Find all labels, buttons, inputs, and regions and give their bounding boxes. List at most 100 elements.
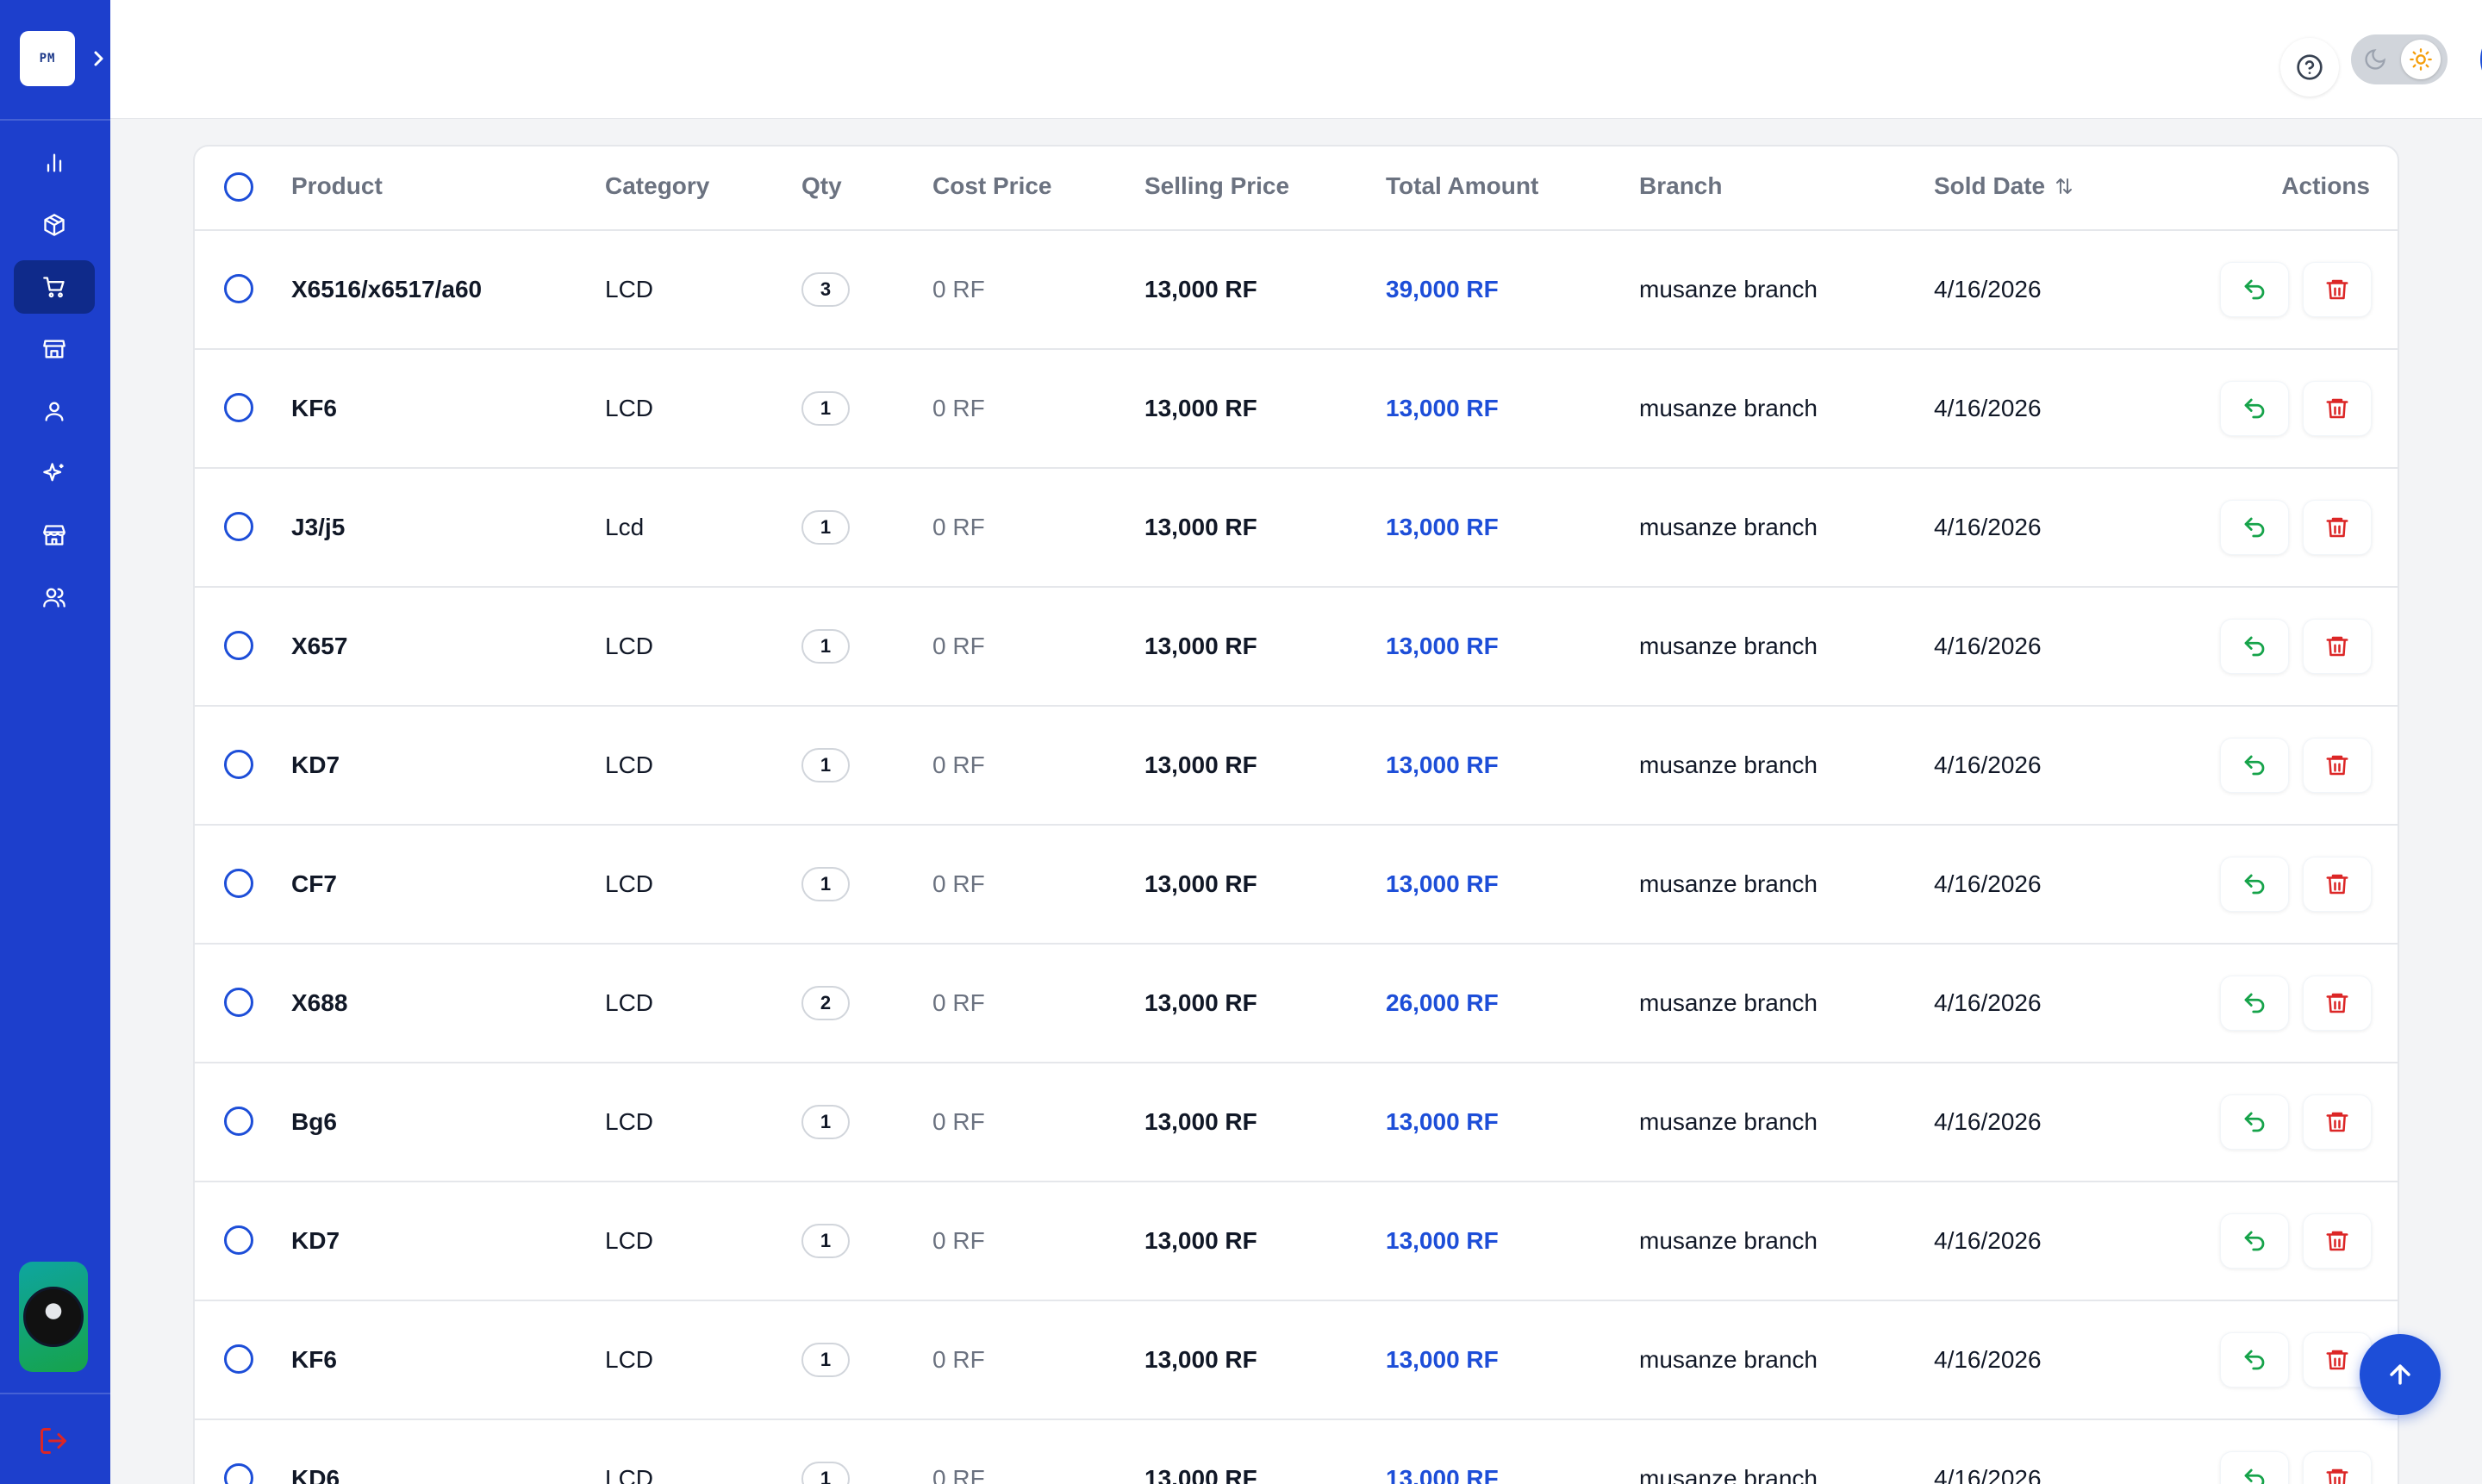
- branch: musanze branch: [1639, 989, 1818, 1016]
- cost-price: 0 RF: [932, 989, 985, 1016]
- trash-icon: [2326, 1231, 2348, 1251]
- sidebar-expand-chevron-icon[interactable]: [90, 45, 109, 72]
- row-select-radio[interactable]: [224, 1463, 253, 1484]
- help-circle-icon: [2297, 54, 2323, 80]
- selling-price: 13,000 RF: [1144, 751, 1257, 778]
- sidebar-item-dashboard[interactable]: [14, 136, 95, 190]
- help-button[interactable]: [2280, 38, 2339, 97]
- column-header-product[interactable]: Product: [291, 172, 383, 199]
- row-select-radio[interactable]: [224, 631, 253, 660]
- row-select-radio[interactable]: [224, 1344, 253, 1374]
- scroll-to-top-button[interactable]: [2360, 1334, 2441, 1415]
- delete-sale-button[interactable]: [2303, 1094, 2372, 1150]
- sidebar-item-ai[interactable]: [14, 446, 95, 500]
- column-header-category[interactable]: Category: [605, 172, 710, 199]
- column-header-qty[interactable]: Qty: [801, 172, 842, 199]
- top-header: [110, 0, 2482, 119]
- row-select-radio[interactable]: [224, 393, 253, 422]
- logo-text: PM: [39, 52, 56, 65]
- table-row[interactable]: KF6 LCD 1 0 RF 13,000 RF 13,000 RF musanze bra…: [195, 350, 2398, 469]
- cost-price: 0 RF: [932, 276, 985, 302]
- logout-icon[interactable]: [38, 1425, 69, 1456]
- undo-icon: [2244, 1112, 2265, 1132]
- delete-sale-button[interactable]: [2303, 262, 2372, 317]
- delete-sale-button[interactable]: [2303, 500, 2372, 555]
- table-row[interactable]: X657 LCD 1 0 RF 13,000 RF 13,000 RF musanze br…: [195, 588, 2398, 707]
- selling-price: 13,000 RF: [1144, 1465, 1257, 1484]
- column-header-branch[interactable]: Branch: [1639, 172, 1723, 199]
- select-all-radio[interactable]: [224, 172, 253, 202]
- total-amount: 26,000 RF: [1386, 989, 1499, 1016]
- delete-sale-button[interactable]: [2303, 1213, 2372, 1269]
- delete-sale-button[interactable]: [2303, 976, 2372, 1031]
- sidebar-item-sales[interactable]: [14, 260, 95, 314]
- delete-sale-button[interactable]: [2303, 1451, 2372, 1484]
- return-sale-button[interactable]: [2220, 381, 2289, 436]
- selling-price: 13,000 RF: [1144, 395, 1257, 421]
- column-header-total-amount[interactable]: Total Amount: [1386, 172, 1539, 199]
- table-row[interactable]: KD7 LCD 1 0 RF 13,000 RF 13,000 RF musanze bra…: [195, 707, 2398, 826]
- return-sale-button[interactable]: [2220, 1332, 2289, 1387]
- delete-sale-button[interactable]: [2303, 857, 2372, 912]
- row-select-radio[interactable]: [224, 512, 253, 541]
- return-sale-button[interactable]: [2220, 262, 2289, 317]
- delete-sale-button[interactable]: [2303, 738, 2372, 793]
- sidebar-user-avatar[interactable]: [19, 1262, 88, 1372]
- delete-sale-button[interactable]: [2303, 619, 2372, 674]
- trash-icon: [2326, 755, 2348, 776]
- theme-toggle[interactable]: [2351, 34, 2448, 84]
- undo-icon: [2244, 993, 2265, 1013]
- table-row[interactable]: X688 LCD 2 0 RF 13,000 RF 26,000 RF musanze br…: [195, 945, 2398, 1063]
- return-sale-button[interactable]: [2220, 619, 2289, 674]
- row-select-radio[interactable]: [224, 1107, 253, 1136]
- table-row[interactable]: KD7 LCD 1 0 RF 13,000 RF 13,000 RF musanze bra…: [195, 1182, 2398, 1301]
- table-row[interactable]: KF6 LCD 1 0 RF 13,000 RF 13,000 RF musanze bra…: [195, 1301, 2398, 1420]
- sidebar-item-users[interactable]: [14, 571, 95, 624]
- product-name: X688: [291, 989, 348, 1016]
- table-row[interactable]: Bg6 LCD 1 0 RF 13,000 RF 13,000 RF musanze bra…: [195, 1063, 2398, 1182]
- return-sale-button[interactable]: [2220, 1094, 2289, 1150]
- delete-sale-button[interactable]: [2303, 381, 2372, 436]
- return-sale-button[interactable]: [2220, 976, 2289, 1031]
- return-sale-button[interactable]: [2220, 857, 2289, 912]
- box-icon: [44, 214, 65, 236]
- table-row[interactable]: KD6 LCD 1 0 RF 13,000 RF 13,000 RF musanze bra…: [195, 1420, 2398, 1484]
- total-amount: 13,000 RF: [1386, 1465, 1499, 1484]
- sidebar-item-products[interactable]: [14, 198, 95, 252]
- total-amount: 13,000 RF: [1386, 633, 1499, 659]
- return-sale-button[interactable]: [2220, 1213, 2289, 1269]
- row-select-radio[interactable]: [224, 274, 253, 303]
- return-sale-button[interactable]: [2220, 1451, 2289, 1484]
- product-name: Bg6: [291, 1108, 337, 1135]
- product-name: X6516/x6517/a60: [291, 276, 483, 302]
- product-name: KF6: [291, 1346, 337, 1373]
- sidebar-item-branches[interactable]: [14, 508, 95, 562]
- column-header-sold-date[interactable]: Sold Date: [1934, 172, 2074, 200]
- trash-icon: [2326, 1112, 2348, 1132]
- row-select-radio[interactable]: [224, 988, 253, 1017]
- product-name: KF6: [291, 395, 337, 421]
- column-header-cost-price[interactable]: Cost Price: [932, 172, 1052, 199]
- table-row[interactable]: CF7 LCD 1 0 RF 13,000 RF 13,000 RF musanze bra…: [195, 826, 2398, 945]
- total-amount: 13,000 RF: [1386, 1346, 1499, 1373]
- table-row[interactable]: X6516/x6517/a60 LCD 3 0 RF 13,000 RF 39,000 R…: [195, 231, 2398, 350]
- sold-date: 4/16/2026: [1934, 989, 2042, 1016]
- row-select-radio[interactable]: [224, 869, 253, 898]
- branch: musanze branch: [1639, 870, 1818, 897]
- total-amount: 13,000 RF: [1386, 870, 1499, 897]
- return-sale-button[interactable]: [2220, 500, 2289, 555]
- row-select-radio[interactable]: [224, 750, 253, 779]
- total-amount: 13,000 RF: [1386, 751, 1499, 778]
- column-header-selling-price[interactable]: Selling Price: [1144, 172, 1290, 199]
- sidebar-item-stores[interactable]: [14, 322, 95, 376]
- sidebar-item-profile[interactable]: [14, 384, 95, 438]
- qty-badge: 1: [801, 391, 850, 426]
- cost-price: 0 RF: [932, 870, 985, 897]
- selling-price: 13,000 RF: [1144, 1227, 1257, 1254]
- selling-price: 13,000 RF: [1144, 1108, 1257, 1135]
- category: LCD: [605, 1227, 654, 1254]
- row-select-radio[interactable]: [224, 1225, 253, 1255]
- table-row[interactable]: J3/j5 Lcd 1 0 RF 13,000 RF 13,000 RF musanze b…: [195, 469, 2398, 588]
- app-logo[interactable]: PM: [20, 31, 75, 86]
- return-sale-button[interactable]: [2220, 738, 2289, 793]
